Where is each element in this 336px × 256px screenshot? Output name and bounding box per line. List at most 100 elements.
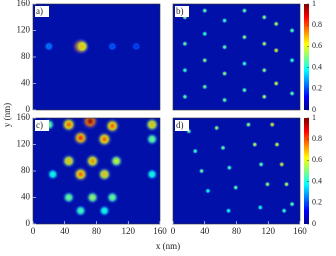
heatmap-spot	[232, 184, 239, 191]
heatmap-spot	[62, 191, 76, 204]
x-tick-label: 120	[262, 226, 276, 236]
heatmap-spot	[241, 34, 248, 41]
heatmap-spot	[201, 30, 208, 37]
heatmap-spot	[74, 38, 90, 54]
heatmap-spot	[46, 168, 59, 181]
heatmap-spot	[198, 168, 205, 174]
heatmap-spot	[201, 57, 208, 64]
x-tick-label: 0	[31, 226, 36, 236]
x-tick-label: 160	[153, 226, 167, 236]
y-axis-label: y (nm)	[2, 103, 12, 127]
x-tick-label: 160	[293, 226, 307, 236]
colorbar-tick-label: 1	[312, 113, 316, 122]
x-tick-label: 0	[171, 226, 176, 236]
y-tick-label: 40	[21, 78, 31, 88]
heatmap-spot	[60, 118, 77, 133]
heatmap-spot	[241, 7, 248, 14]
heatmap-spot	[146, 168, 159, 181]
x-tick-label: 40	[200, 226, 210, 236]
heatmap-spot	[96, 166, 112, 182]
panel-label: a)	[36, 6, 43, 16]
heatmap-spot	[225, 207, 232, 214]
heatmap-spot	[201, 83, 208, 90]
heatmap-spot	[201, 7, 208, 14]
colorbar-tick-label: 0	[312, 105, 316, 114]
heatmap-spot	[74, 204, 87, 217]
colorbar-tick-label: 0.8	[312, 134, 322, 143]
heatmap-spot	[84, 153, 101, 169]
panel-label-box	[175, 120, 189, 131]
colorbar-tick-label: 0.8	[312, 20, 322, 29]
heatmap-spot	[181, 40, 188, 47]
heatmap-spot	[241, 87, 248, 94]
x-axis-label: x (nm)	[156, 241, 180, 251]
heatmap-spot	[181, 67, 188, 74]
heatmap-spot	[261, 40, 268, 47]
heatmap-spot	[204, 187, 211, 194]
colorbar	[304, 4, 309, 110]
heatmap-spot	[281, 207, 288, 214]
heatmap-spot	[221, 70, 228, 77]
x-tick-label: 120	[122, 226, 136, 236]
colorbar	[304, 118, 309, 224]
heatmap-spot	[278, 161, 285, 168]
colorbar-tick-label: 0.4	[312, 62, 322, 71]
y-tick-label: 0	[26, 218, 31, 228]
heatmap-spot	[145, 132, 159, 146]
heatmap-spot	[221, 97, 228, 104]
heatmap-spot	[269, 121, 276, 128]
y-tick-label: 80	[21, 51, 31, 61]
heatmap-spot	[221, 17, 228, 24]
panel-label-box	[175, 6, 189, 17]
heatmap-spot	[220, 144, 227, 151]
heatmap-spot	[98, 204, 111, 217]
heatmap-spot	[283, 181, 290, 188]
y-tick-label: 160	[17, 112, 31, 122]
colorbar-tick-label: 0.6	[312, 155, 322, 164]
colorbar-tick-label: 1	[312, 0, 316, 8]
y-tick-label: 80	[21, 165, 31, 175]
heatmap-spot	[104, 118, 121, 134]
heatmap-spot	[85, 190, 100, 205]
colorbar-tick-label: 0.2	[312, 84, 322, 93]
heatmap-spot	[226, 164, 233, 171]
heatmap-spot	[261, 67, 268, 74]
panel-label-box	[35, 6, 49, 17]
heatmap-spot	[264, 181, 271, 188]
heatmap-spot	[81, 118, 100, 131]
heatmap-spot	[261, 14, 268, 21]
heatmap-spot	[258, 161, 265, 168]
heatmap-spot	[257, 204, 264, 211]
heatmap-spot	[241, 60, 248, 67]
heatmap-background	[173, 118, 300, 224]
y-tick-label: 120	[17, 25, 31, 35]
heatmap-spot	[289, 90, 296, 97]
heatmap-spot	[273, 47, 280, 54]
x-tick-label: 40	[60, 226, 70, 236]
x-tick-label: 80	[232, 226, 242, 236]
heatmap-background	[33, 4, 160, 110]
panel-label: b)	[176, 6, 184, 16]
heatmap-field	[181, 7, 296, 104]
heatmap-spot	[245, 121, 252, 128]
panel-label-box	[35, 120, 49, 131]
y-tick-label: 40	[21, 192, 31, 202]
panel-label: d)	[176, 120, 184, 130]
colorbar-tick-label: 0.6	[312, 41, 322, 50]
heatmap-spot	[251, 141, 258, 148]
heatmap-field	[43, 37, 141, 56]
heatmap-spot	[105, 191, 119, 204]
y-tick-label: 160	[17, 0, 31, 8]
heatmap-spot	[221, 44, 228, 51]
heatmap-spot	[261, 93, 268, 100]
y-tick-label: 120	[17, 139, 31, 149]
heatmap-spot	[96, 131, 113, 148]
x-tick-label: 80	[92, 226, 102, 236]
colorbar-tick-label: 0.2	[312, 198, 322, 207]
heatmap-spot	[43, 41, 54, 52]
colorbar-tick-label: 0	[312, 219, 316, 228]
heatmap-spot	[61, 153, 77, 169]
y-tick-label: 0	[26, 104, 31, 114]
heatmap-spot	[289, 57, 296, 64]
